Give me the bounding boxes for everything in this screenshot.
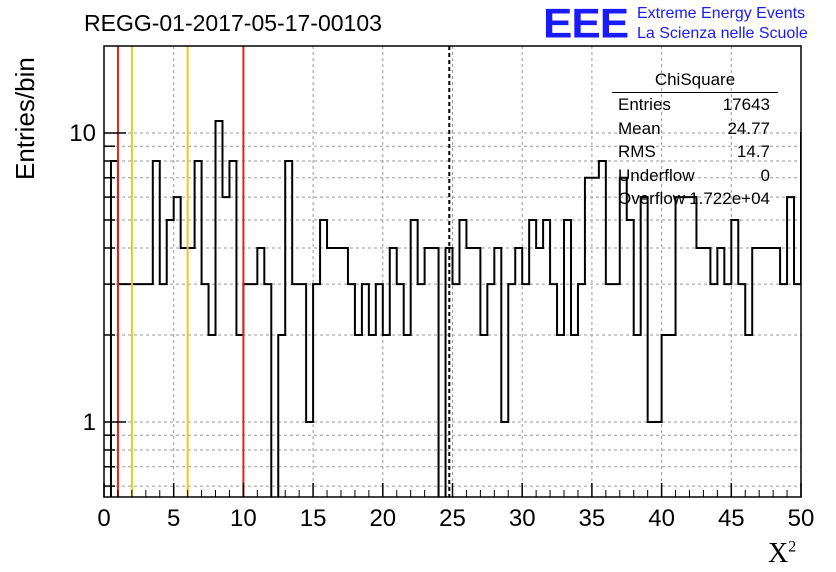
stats-value: 1.722e+04 xyxy=(689,189,770,208)
x-tick-label: 25 xyxy=(439,505,466,532)
x-tick-label: 35 xyxy=(579,505,606,532)
x-tick-label: 40 xyxy=(648,505,675,532)
stats-value: 0 xyxy=(760,165,770,185)
x-axis-label-text: X xyxy=(768,538,789,569)
axis-ticks xyxy=(103,132,802,497)
y-axis-label: Entries/bin xyxy=(10,57,40,180)
y-tick-label: 1 xyxy=(83,409,96,436)
y-tick-label: 10 xyxy=(69,120,96,147)
marker-lines xyxy=(116,46,451,497)
logo-line-1: Extreme Energy Events xyxy=(637,5,806,22)
x-axis-label: X2 xyxy=(768,538,796,570)
x-tick-label: 45 xyxy=(718,505,745,532)
logo-line-2: La Scienza nelle Scuole xyxy=(637,25,808,42)
stats-label: Underflow xyxy=(618,165,695,185)
axis-tick-labels: 0 5 10 15 20 25 30 35 40 45 50 1 10 xyxy=(69,120,814,532)
stats-row: Mean 24.77 xyxy=(612,117,778,141)
stats-row: RMS 14.7 xyxy=(612,140,778,164)
stats-row: Underflow 0 xyxy=(612,164,778,188)
stats-label: RMS xyxy=(618,142,656,161)
x-tick-label: 0 xyxy=(97,505,110,532)
eee-logo: EEE xyxy=(543,0,629,47)
histogram-bars xyxy=(109,120,801,497)
stats-value: 17643 xyxy=(722,95,770,114)
x-tick-label: 10 xyxy=(230,505,257,532)
x-axis-label-superscript: 2 xyxy=(788,538,797,556)
x-tick-label: 5 xyxy=(167,505,180,532)
stats-title: ChiSquare xyxy=(612,68,778,93)
stats-box: ChiSquare Entries 17643 Mean 24.77 RMS 1… xyxy=(612,68,778,208)
chart-title: REGG-01-2017-05-17-00103 xyxy=(84,10,382,36)
stats-row: Overflow 1.722e+04 xyxy=(612,187,778,211)
x-tick-label: 15 xyxy=(300,505,327,532)
x-tick-label: 50 xyxy=(788,505,815,532)
histogram-outline xyxy=(109,120,801,497)
x-tick-label: 30 xyxy=(509,505,536,532)
stats-label: Entries xyxy=(618,95,671,114)
stats-label: Overflow xyxy=(618,189,686,208)
stats-value: 24.77 xyxy=(727,118,770,138)
stats-label: Mean xyxy=(618,118,661,138)
x-tick-label: 20 xyxy=(369,505,396,532)
stats-value: 14.7 xyxy=(736,142,770,161)
stats-row: Entries 17643 xyxy=(612,93,778,117)
